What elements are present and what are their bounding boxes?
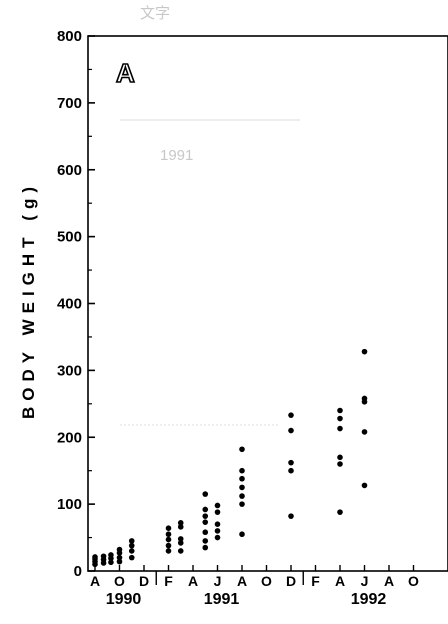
data-point [165, 548, 172, 554]
data-point [239, 484, 245, 491]
data-point [100, 553, 107, 560]
x-month-label: O [114, 573, 125, 589]
data-point [214, 534, 221, 541]
data-point [288, 412, 294, 418]
data-point [361, 482, 368, 489]
data-point [108, 559, 114, 566]
bg-artifact-2: 1991 [160, 147, 193, 164]
data-point [202, 519, 209, 525]
data-point [202, 538, 209, 544]
data-point [361, 395, 368, 402]
plot-frame [87, 35, 448, 572]
data-point [202, 491, 209, 497]
data-point [337, 407, 343, 414]
data-point [202, 506, 209, 513]
data-point [214, 521, 221, 527]
data-point [202, 544, 209, 551]
data-point [128, 554, 135, 561]
data-point [165, 525, 172, 531]
y-tick-label: 300 [57, 362, 82, 379]
y-axis-title: BODY WEIGHT (g) [19, 181, 38, 419]
data-point [202, 529, 209, 536]
data-point [337, 415, 343, 422]
data-point [202, 513, 209, 519]
data-point [288, 513, 294, 519]
data-point [214, 502, 221, 509]
data-point [165, 536, 172, 543]
data-point [165, 531, 172, 538]
x-year-label: 1990 [106, 591, 142, 608]
data-point [214, 528, 221, 534]
y-tick-label: 700 [57, 95, 82, 112]
data-point [165, 542, 172, 549]
data-point [177, 536, 184, 542]
x-month-label: J [214, 573, 222, 589]
y-axis: 0 100 200 300 400 500 600 700 800 [57, 28, 95, 580]
x-month-label: F [311, 573, 320, 589]
data-point [337, 425, 343, 432]
data-point [337, 509, 343, 515]
data-point [128, 542, 135, 549]
x-month-label: A [90, 573, 100, 589]
x-month-label: O [408, 573, 419, 589]
data-point [92, 554, 98, 560]
y-tick-label: 200 [57, 429, 82, 446]
data-points [92, 348, 368, 568]
data-point [239, 493, 245, 499]
y-tick-label: 500 [57, 229, 82, 246]
data-point [116, 546, 123, 553]
data-point [177, 540, 184, 546]
x-month-label: A [237, 573, 247, 589]
data-point [116, 558, 123, 565]
data-point [288, 467, 294, 474]
data-point [177, 520, 184, 526]
y-tick-label: 100 [57, 496, 82, 513]
x-month-label: D [286, 573, 296, 589]
x-month-label: A [188, 573, 198, 589]
data-point [116, 554, 123, 561]
data-point [288, 459, 294, 466]
background-artifacts: 文字 1991 [120, 5, 300, 426]
y-tick-label: 800 [57, 28, 82, 45]
data-point [128, 548, 135, 554]
data-point [239, 531, 245, 538]
data-point [337, 461, 343, 467]
data-point [128, 538, 135, 544]
data-point [214, 509, 221, 515]
data-point [239, 475, 245, 482]
data-point [239, 501, 245, 507]
x-month-label: F [164, 573, 173, 589]
data-point [288, 427, 294, 434]
y-tick-label: 400 [57, 296, 82, 313]
x-month-label: D [139, 573, 149, 589]
y-tick-label: 600 [57, 162, 82, 179]
panel-label: A [116, 58, 135, 88]
data-point [337, 454, 343, 461]
data-point [361, 348, 368, 355]
data-point [361, 429, 368, 435]
x-month-label: A [335, 573, 345, 589]
data-point [177, 548, 184, 554]
data-point [177, 524, 184, 530]
x-year-label: 1991 [204, 591, 240, 608]
x-month-label: O [261, 573, 272, 589]
x-year-label: 1992 [351, 591, 387, 608]
data-point [239, 446, 245, 453]
data-point [239, 467, 245, 474]
x-month-label: A [384, 573, 394, 589]
data-point [108, 552, 114, 558]
bg-artifact-1: 文字 [140, 5, 170, 22]
x-month-label: J [361, 573, 369, 589]
y-tick-label: 0 [74, 563, 82, 580]
